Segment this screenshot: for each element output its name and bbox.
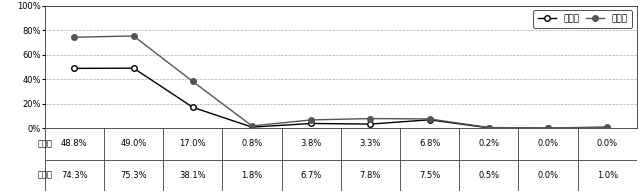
FancyBboxPatch shape (341, 128, 400, 160)
FancyBboxPatch shape (400, 128, 460, 160)
Text: 0.5%: 0.5% (478, 171, 499, 180)
Text: 自排局: 自排局 (37, 171, 52, 180)
Text: 17.0%: 17.0% (180, 139, 206, 148)
Text: 38.1%: 38.1% (179, 171, 206, 180)
Text: 7.5%: 7.5% (419, 171, 440, 180)
FancyBboxPatch shape (163, 128, 223, 160)
Text: 48.8%: 48.8% (61, 139, 88, 148)
FancyBboxPatch shape (104, 160, 163, 191)
FancyBboxPatch shape (578, 128, 637, 160)
Text: 0.0%: 0.0% (538, 139, 559, 148)
Text: 6.8%: 6.8% (419, 139, 440, 148)
FancyBboxPatch shape (282, 160, 341, 191)
Text: 0.2%: 0.2% (478, 139, 499, 148)
Text: 1.0%: 1.0% (596, 171, 618, 180)
FancyBboxPatch shape (45, 128, 104, 160)
FancyBboxPatch shape (341, 160, 400, 191)
FancyBboxPatch shape (578, 160, 637, 191)
FancyBboxPatch shape (223, 160, 282, 191)
Text: 3.3%: 3.3% (360, 139, 381, 148)
FancyBboxPatch shape (518, 128, 578, 160)
FancyBboxPatch shape (45, 160, 104, 191)
Text: 3.8%: 3.8% (301, 139, 322, 148)
Text: 74.3%: 74.3% (61, 171, 88, 180)
Text: 6.7%: 6.7% (301, 171, 322, 180)
FancyBboxPatch shape (400, 160, 460, 191)
Text: 0.0%: 0.0% (538, 171, 559, 180)
Text: 75.3%: 75.3% (120, 171, 147, 180)
FancyBboxPatch shape (460, 128, 518, 160)
Text: 一般局: 一般局 (37, 139, 52, 148)
FancyBboxPatch shape (460, 160, 518, 191)
FancyBboxPatch shape (223, 128, 282, 160)
Legend: 一般局, 自排局: 一般局, 自排局 (533, 10, 632, 28)
Text: 1.8%: 1.8% (241, 171, 262, 180)
Text: 7.8%: 7.8% (360, 171, 381, 180)
FancyBboxPatch shape (282, 128, 341, 160)
Text: 0.0%: 0.0% (596, 139, 618, 148)
Text: 49.0%: 49.0% (120, 139, 147, 148)
FancyBboxPatch shape (163, 160, 223, 191)
Text: 0.8%: 0.8% (241, 139, 262, 148)
FancyBboxPatch shape (104, 128, 163, 160)
FancyBboxPatch shape (518, 160, 578, 191)
